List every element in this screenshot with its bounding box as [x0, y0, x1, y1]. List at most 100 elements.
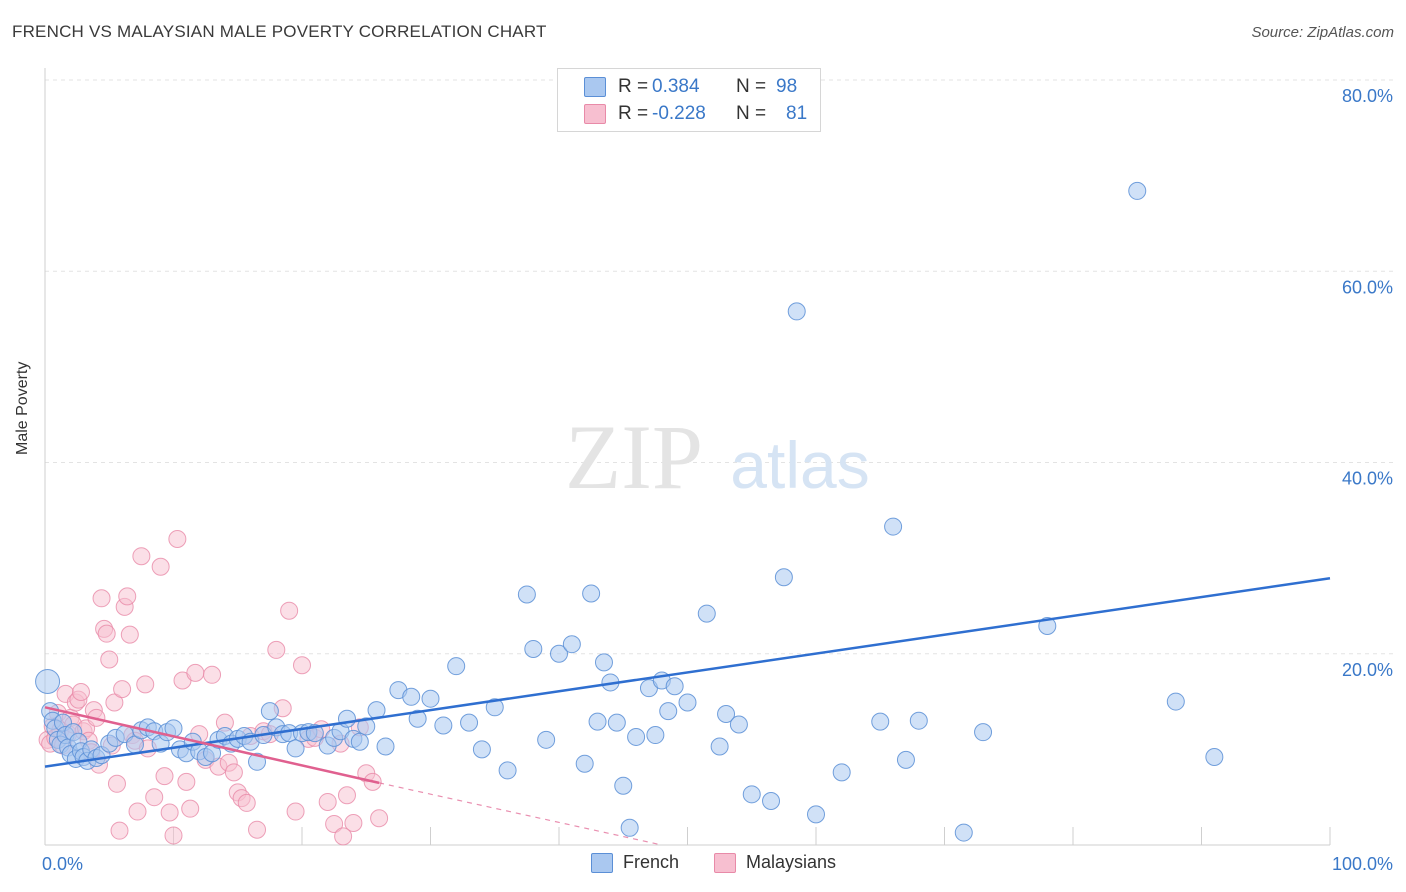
french-point — [350, 732, 369, 751]
french-point — [357, 717, 376, 736]
french-point — [260, 702, 279, 721]
french-points — [35, 181, 1224, 842]
legend-r-label: R = — [618, 103, 649, 124]
malaysians-point — [92, 589, 111, 608]
french-point — [1166, 692, 1185, 711]
french-point — [697, 604, 716, 623]
french-point — [954, 823, 973, 842]
malaysians-point — [177, 772, 196, 791]
french-point — [717, 704, 736, 723]
trendlines — [44, 576, 1331, 846]
watermark: ZIP atlas — [565, 406, 870, 508]
french-point — [607, 713, 626, 732]
french-point — [620, 818, 639, 837]
chart-title: FRENCH VS MALAYSIAN MALE POVERTY CORRELA… — [12, 22, 547, 41]
malaysians-point — [186, 663, 205, 682]
french-point — [582, 584, 601, 603]
watermark-atlas: atlas — [730, 428, 869, 502]
x-tick-label: 0.0% — [42, 854, 83, 874]
y-tick-label: 80.0% — [1342, 86, 1393, 106]
french-point — [659, 702, 678, 721]
legend-n-value: 81 — [786, 103, 808, 124]
malaysians-points — [38, 530, 389, 846]
french-point — [588, 712, 607, 731]
y-tick-label: 40.0% — [1342, 469, 1393, 489]
french-point — [402, 687, 421, 706]
french-point — [909, 711, 928, 730]
french-point — [537, 730, 556, 749]
malaysians-point — [237, 793, 256, 812]
french-point — [35, 668, 61, 694]
malaysians-point — [334, 827, 353, 846]
y-axis-label: Male Poverty — [14, 361, 31, 455]
bottom-legend-malaysians: Malaysians — [714, 852, 836, 873]
french-point — [562, 635, 581, 654]
french-point — [807, 805, 825, 824]
malaysians-point — [344, 814, 363, 833]
french-point — [646, 726, 665, 745]
french-point — [447, 657, 466, 676]
french-point — [485, 698, 504, 717]
source-label: Source: ZipAtlas.com — [1251, 24, 1394, 41]
malaysians-point — [164, 826, 183, 845]
legend-r-label: R = — [618, 76, 649, 97]
french-point — [614, 776, 633, 795]
french-point — [550, 644, 568, 663]
french-trendline — [44, 576, 1331, 768]
legend-n-value: 98 — [776, 76, 798, 97]
malaysians-point — [286, 802, 305, 821]
malaysians-point — [97, 624, 116, 643]
french-point — [286, 739, 305, 758]
malaysians-point — [120, 625, 139, 644]
legend-r-value: 0.384 — [652, 76, 700, 97]
malaysians-point — [128, 802, 147, 821]
bottom-legend-malaysians-label: Malaysians — [746, 852, 837, 872]
malaysians-point — [160, 803, 179, 822]
malaysians-point — [224, 763, 243, 782]
french-swatch — [584, 77, 606, 97]
legend-row-french: R = 0.384 N = 98 — [584, 75, 797, 99]
french-point — [774, 568, 793, 587]
malaysians-point — [100, 650, 119, 669]
french-point — [421, 689, 440, 708]
malaysians-point — [71, 683, 90, 701]
french-point — [1038, 617, 1057, 636]
bottom-legend-french-label: French — [623, 852, 680, 872]
french-point — [434, 716, 453, 735]
malaysians-point — [280, 601, 299, 620]
malaysians-swatch — [714, 852, 736, 873]
y-tick-label: 60.0% — [1342, 277, 1393, 297]
malaysians-swatch — [584, 104, 606, 124]
grid-layer — [45, 79, 1393, 655]
malaysians-point — [151, 557, 170, 576]
malaysians-trendline — [44, 706, 380, 785]
malaysians-point — [248, 820, 267, 839]
french-point — [871, 712, 890, 731]
malaysians-point — [203, 665, 222, 684]
french-point — [1128, 181, 1147, 200]
french-point — [762, 792, 781, 811]
y-tick-label: 20.0% — [1342, 660, 1393, 680]
malaysians-point — [318, 792, 337, 811]
malaysians-point — [107, 774, 126, 793]
watermark-zip: ZIP — [565, 406, 703, 508]
malaysians-point — [105, 693, 124, 712]
french-point — [710, 737, 729, 756]
french-point — [742, 785, 761, 804]
french-point — [729, 715, 748, 734]
malaysians-point — [110, 821, 129, 840]
legend-row-malaysians: R = -0.228 N = 81 — [584, 102, 807, 126]
malaysians-point — [155, 767, 174, 786]
french-point — [974, 723, 993, 742]
french-point — [498, 761, 517, 780]
malaysians-point — [132, 547, 151, 566]
french-point — [472, 740, 491, 759]
malaysians-point — [370, 809, 389, 828]
malaysians-point — [118, 587, 137, 606]
malaysians-point — [293, 656, 311, 675]
malaysians-point — [325, 814, 344, 833]
french-swatch — [591, 852, 613, 873]
malaysians-point — [145, 788, 164, 807]
french-point — [627, 727, 646, 746]
